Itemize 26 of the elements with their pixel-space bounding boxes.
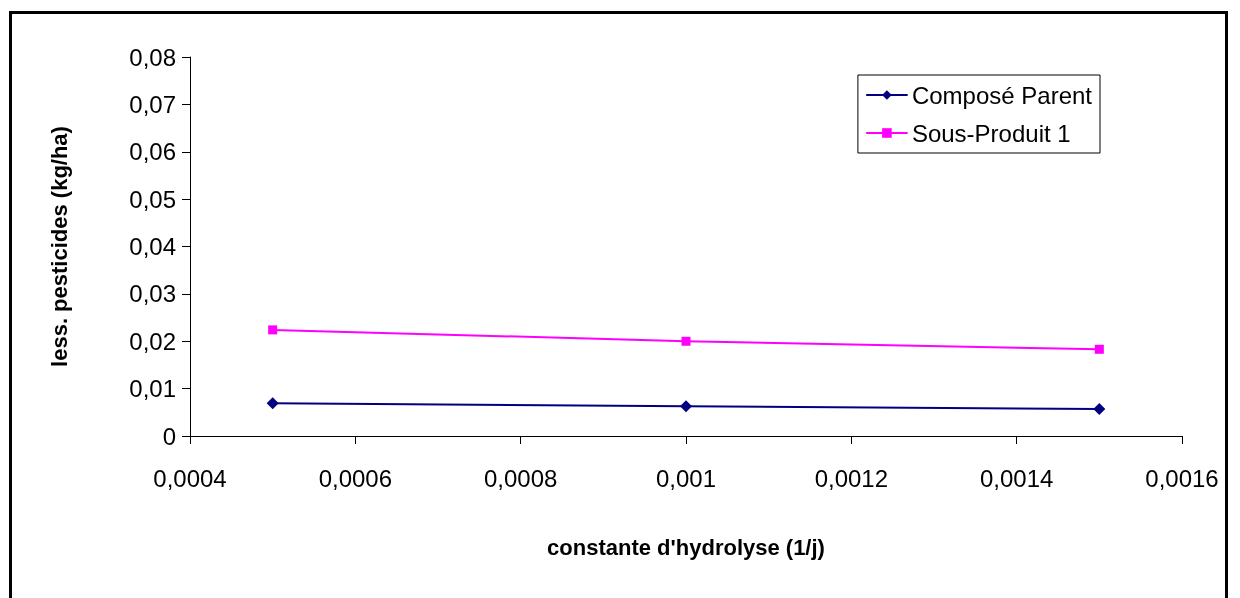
y-tick-label: 0,06 [129, 138, 176, 166]
legend-label: Composé Parent [911, 81, 1093, 109]
point [1094, 344, 1104, 354]
x-tick-label: 0,0008 [483, 464, 558, 492]
point [680, 400, 692, 413]
y-tick-label: 0,08 [129, 43, 176, 71]
y-tick-label: 0,04 [129, 233, 176, 260]
y-axis-title: less. pesticides (kg/ha) [46, 126, 72, 367]
y-tick-label: 0 [162, 422, 176, 450]
y-tick-label: 0,01 [129, 375, 176, 403]
legend-label: Sous-Produit 1 [911, 119, 1071, 147]
x-tick-label: 0,0006 [318, 464, 393, 492]
x-axis-title: constante d'hydrolyse (1/j) [547, 534, 825, 560]
point [1093, 403, 1106, 415]
point [266, 397, 279, 410]
x-tick-label: 0,0004 [153, 464, 227, 492]
point [681, 336, 691, 346]
point [268, 325, 278, 335]
y-tick-label: 0,05 [129, 185, 176, 213]
x-tick-label: 0,0016 [1145, 464, 1219, 492]
x-tick-label: 0,0012 [814, 464, 889, 492]
y-tick-label: 0,02 [129, 327, 176, 355]
y-tick-label: 0,03 [129, 280, 176, 308]
x-tick-label: 0,001 [655, 464, 717, 492]
x-tick-label: 0,0014 [979, 464, 1054, 492]
y-tick-label: 0,07 [129, 90, 176, 118]
